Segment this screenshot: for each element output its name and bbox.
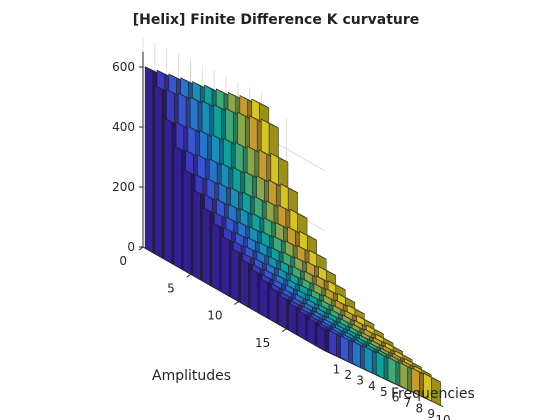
bar-face-top xyxy=(308,249,327,260)
x-tick-label: 7 xyxy=(404,396,412,410)
bar-face-top xyxy=(347,304,365,315)
bar-face-top xyxy=(423,372,442,383)
bar-face-side xyxy=(211,222,220,291)
bar-face-top xyxy=(356,315,375,325)
bar-face-side xyxy=(183,169,192,275)
y-tick-label: 15 xyxy=(255,336,270,350)
bar-face-side xyxy=(202,207,211,286)
bar-face-side xyxy=(173,145,182,270)
bar-face-top xyxy=(318,266,337,276)
bar-face-side xyxy=(269,286,278,324)
bar-face-top xyxy=(375,334,394,344)
x-tick-label: 10 xyxy=(435,413,450,420)
y-tick-label: 10 xyxy=(207,309,222,323)
bar-face-side xyxy=(144,66,154,253)
bar-face-top xyxy=(413,365,432,376)
x-tick-label: 6 xyxy=(392,390,400,404)
bar-face-side xyxy=(221,235,230,297)
bar-face-side xyxy=(230,248,239,302)
bar-face-top xyxy=(251,98,270,109)
y-tick-mark xyxy=(186,273,192,278)
x-tick-label: 4 xyxy=(368,379,376,393)
bar-face-side xyxy=(278,295,287,330)
bar-face-side xyxy=(297,310,306,340)
x-tick-label: 8 xyxy=(415,402,423,416)
bars-layer xyxy=(144,66,442,406)
bar-face-top xyxy=(280,183,298,193)
bar-face-top xyxy=(327,280,346,290)
z-tick-label: 400 xyxy=(112,120,135,134)
bar-face-side xyxy=(154,85,163,259)
z-tick-label: 600 xyxy=(112,60,135,74)
x-tick-label: 2 xyxy=(344,368,352,382)
chart-title: [Helix] Finite Difference K curvature xyxy=(133,12,420,28)
x-tick-label: 1 xyxy=(333,362,341,376)
bar-face-top xyxy=(261,118,279,129)
bar xyxy=(423,372,442,406)
bar-face-side xyxy=(240,258,249,308)
x-axis-label: Frequencies xyxy=(391,386,475,402)
bar-face-side xyxy=(249,268,259,313)
y-tick-mark xyxy=(234,301,239,305)
y-tick-mark xyxy=(138,246,144,251)
x-tick-label: 5 xyxy=(380,385,388,399)
bar-face-top xyxy=(394,350,413,360)
z-tick-label: 200 xyxy=(112,180,135,194)
x-tick-label: 3 xyxy=(356,374,364,388)
y-tick-label: 5 xyxy=(167,281,175,295)
y-tick-mark xyxy=(281,328,287,333)
bar-face-side xyxy=(387,357,397,385)
bar-face-side xyxy=(307,317,316,346)
bar-face-top xyxy=(270,153,289,163)
bar-face-top xyxy=(289,209,308,219)
bar-face-side xyxy=(376,351,385,379)
bar-face-top xyxy=(404,358,422,368)
x-tick-label: 9 xyxy=(427,407,435,420)
bar-face-top xyxy=(385,342,403,352)
y-axis-label: Amplitudes xyxy=(152,368,231,384)
bar-face-side xyxy=(259,278,268,319)
bar-face-side xyxy=(163,117,173,264)
bar-face-top xyxy=(299,231,317,241)
bar-face-top xyxy=(366,324,384,335)
bar-face-side xyxy=(288,302,297,335)
bar-face-top xyxy=(337,293,356,303)
z-tick-label: 0 xyxy=(127,240,135,254)
bar-face-side xyxy=(192,189,201,280)
y-tick-label: 0 xyxy=(119,254,127,268)
